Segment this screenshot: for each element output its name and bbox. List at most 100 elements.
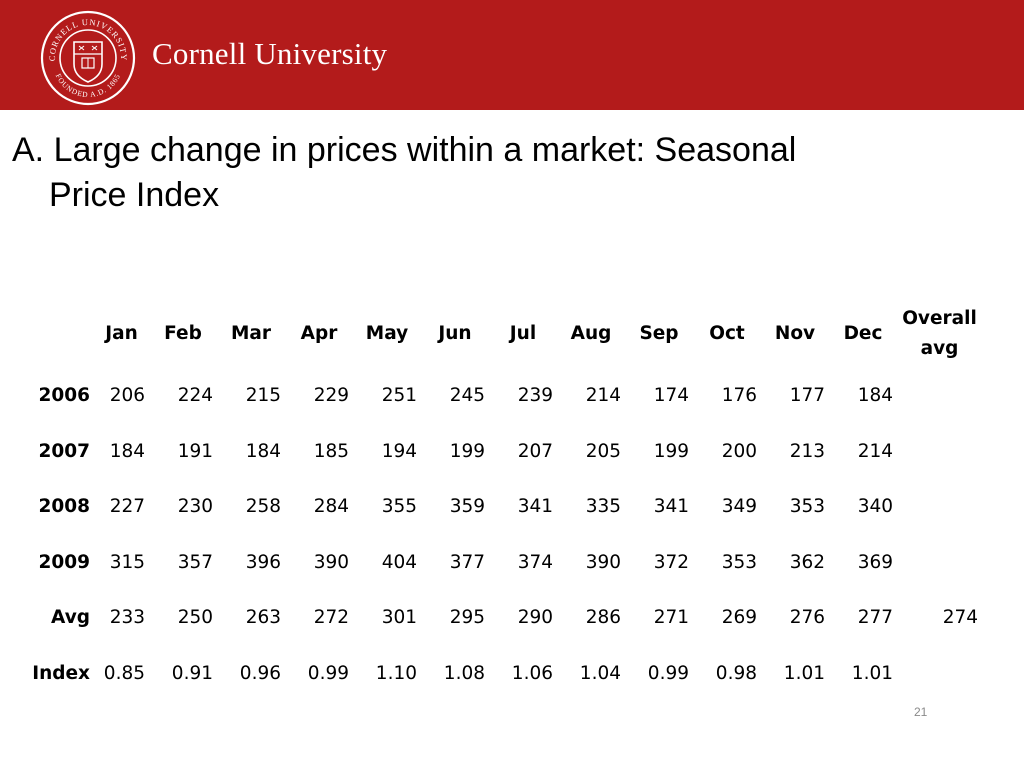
table-cell: 239	[517, 385, 553, 407]
column-header: May	[365, 323, 409, 344]
slide-title: A. Large change in prices within a marke…	[12, 128, 1002, 218]
overall-header-line2: avg	[920, 338, 959, 359]
table-cell: 214	[857, 440, 893, 462]
table-cell: 0.98	[715, 662, 757, 684]
column-header: Jul	[509, 323, 537, 344]
table-cell: 341	[517, 496, 553, 518]
table-cell: 1.10	[375, 662, 417, 684]
table-cell: 194	[381, 440, 417, 462]
row-label: 2009	[38, 551, 91, 573]
table-row: Avg 233 250 263 272 301 295 290 286 271 269 276 277 2…	[20, 590, 982, 646]
table-row: 2008 227 230 258 284 355 359 341 335 341 349 353 340	[20, 479, 982, 535]
table-cell: 374	[517, 551, 553, 573]
page-number: 21	[914, 705, 928, 719]
table-header-row: Jan Feb Mar Apr May Jun Jul Aug Sep Oct …	[20, 300, 982, 368]
table-cell: 184	[245, 440, 281, 462]
table-cell: 295	[449, 607, 485, 629]
table-cell: 199	[653, 440, 689, 462]
table-cell: 369	[857, 551, 893, 573]
table-cell: 184	[109, 440, 145, 462]
table-cell: 353	[789, 496, 825, 518]
table-cell: 349	[721, 496, 757, 518]
table-cell: 390	[585, 551, 621, 573]
corner-cell	[20, 300, 94, 368]
table-cell: 277	[857, 607, 893, 629]
table-cell: 0.99	[307, 662, 349, 684]
table-cell: 286	[585, 607, 621, 629]
column-header: Jun	[438, 323, 472, 344]
table-cell: 353	[721, 551, 757, 573]
table-cell: 1.06	[511, 662, 553, 684]
table-cell: 0.99	[647, 662, 689, 684]
table-row: 2009 315 357 396 390 404 377 374 390 372 353 362 369	[20, 535, 982, 591]
table-cell: 272	[313, 607, 349, 629]
table-cell: 301	[381, 607, 417, 629]
table-cell: 258	[245, 496, 281, 518]
overall-header-line1: Overall	[902, 308, 977, 329]
column-header: Mar	[230, 323, 272, 344]
header-banner: CORNELL UNIVERSITY FOUNDED A.D. 1865 Cor…	[0, 0, 1024, 110]
table-cell: 1.01	[783, 662, 825, 684]
table-cell: 0.96	[239, 662, 281, 684]
cornell-seal-icon: CORNELL UNIVERSITY FOUNDED A.D. 1865	[40, 10, 136, 106]
row-label: 2008	[38, 496, 91, 518]
table-cell: 185	[313, 440, 349, 462]
table-cell: 271	[653, 607, 689, 629]
table-cell: 245	[449, 385, 485, 407]
table-cell: 227	[109, 496, 145, 518]
overall-avg-cell	[897, 535, 982, 591]
title-line-1: A. Large change in prices within a marke…	[12, 131, 797, 169]
table-cell: 250	[177, 607, 213, 629]
table-cell: 224	[177, 385, 213, 407]
table-cell: 200	[721, 440, 757, 462]
table-cell: 263	[245, 607, 281, 629]
column-header: Apr	[300, 323, 338, 344]
table-body: 2006 206 224 215 229 251 245 239 214 174 176 177 184…	[20, 368, 982, 701]
table-cell: 174	[653, 385, 689, 407]
row-label: 2007	[38, 440, 91, 462]
table-cell: 1.01	[851, 662, 893, 684]
column-header: Oct	[709, 323, 745, 344]
table-cell: 0.85	[103, 662, 145, 684]
table-cell: 205	[585, 440, 621, 462]
table-cell: 230	[177, 496, 213, 518]
table-cell: 184	[857, 385, 893, 407]
table-cell: 276	[789, 607, 825, 629]
table-cell: 335	[585, 496, 621, 518]
table-cell: 199	[449, 440, 485, 462]
row-label: 2006	[38, 385, 91, 407]
column-header: Dec	[843, 323, 883, 344]
row-label: Index	[32, 662, 90, 684]
seal-text-top: CORNELL UNIVERSITY	[47, 17, 128, 61]
table-row: 2007 184 191 184 185 194 199 207 205 199 200 213 214	[20, 424, 982, 480]
table-cell: 214	[585, 385, 621, 407]
table-cell: 357	[177, 551, 213, 573]
table-cell: 390	[313, 551, 349, 573]
table-row: Index 0.85 0.91 0.96 0.99 1.10 1.08 1.06 1.04 0.9…	[20, 646, 982, 702]
table-cell: 1.08	[443, 662, 485, 684]
overall-avg-cell	[897, 424, 982, 480]
price-index-table: Jan Feb Mar Apr May Jun Jul Aug Sep Oct …	[20, 300, 982, 701]
column-header: Feb	[164, 323, 202, 344]
row-label: Avg	[51, 607, 90, 629]
column-header: Aug	[570, 323, 612, 344]
title-line-2: Price Index	[49, 176, 220, 214]
table-cell: 213	[789, 440, 825, 462]
table-cell: 340	[857, 496, 893, 518]
overall-avg-cell	[897, 368, 982, 424]
table-cell: 177	[789, 385, 825, 407]
table-cell: 396	[245, 551, 281, 573]
table-cell: 191	[177, 440, 213, 462]
table-cell: 269	[721, 607, 757, 629]
table-cell: 176	[721, 385, 757, 407]
table-cell: 0.91	[171, 662, 213, 684]
table-cell: 355	[381, 496, 417, 518]
column-header: Sep	[639, 323, 679, 344]
table-cell: 251	[381, 385, 417, 407]
table-cell: 1.04	[579, 662, 621, 684]
table-cell: 341	[653, 496, 689, 518]
table-cell: 315	[109, 551, 145, 573]
table-cell: 215	[245, 385, 281, 407]
table-cell: 377	[449, 551, 485, 573]
table-cell: 404	[381, 551, 417, 573]
